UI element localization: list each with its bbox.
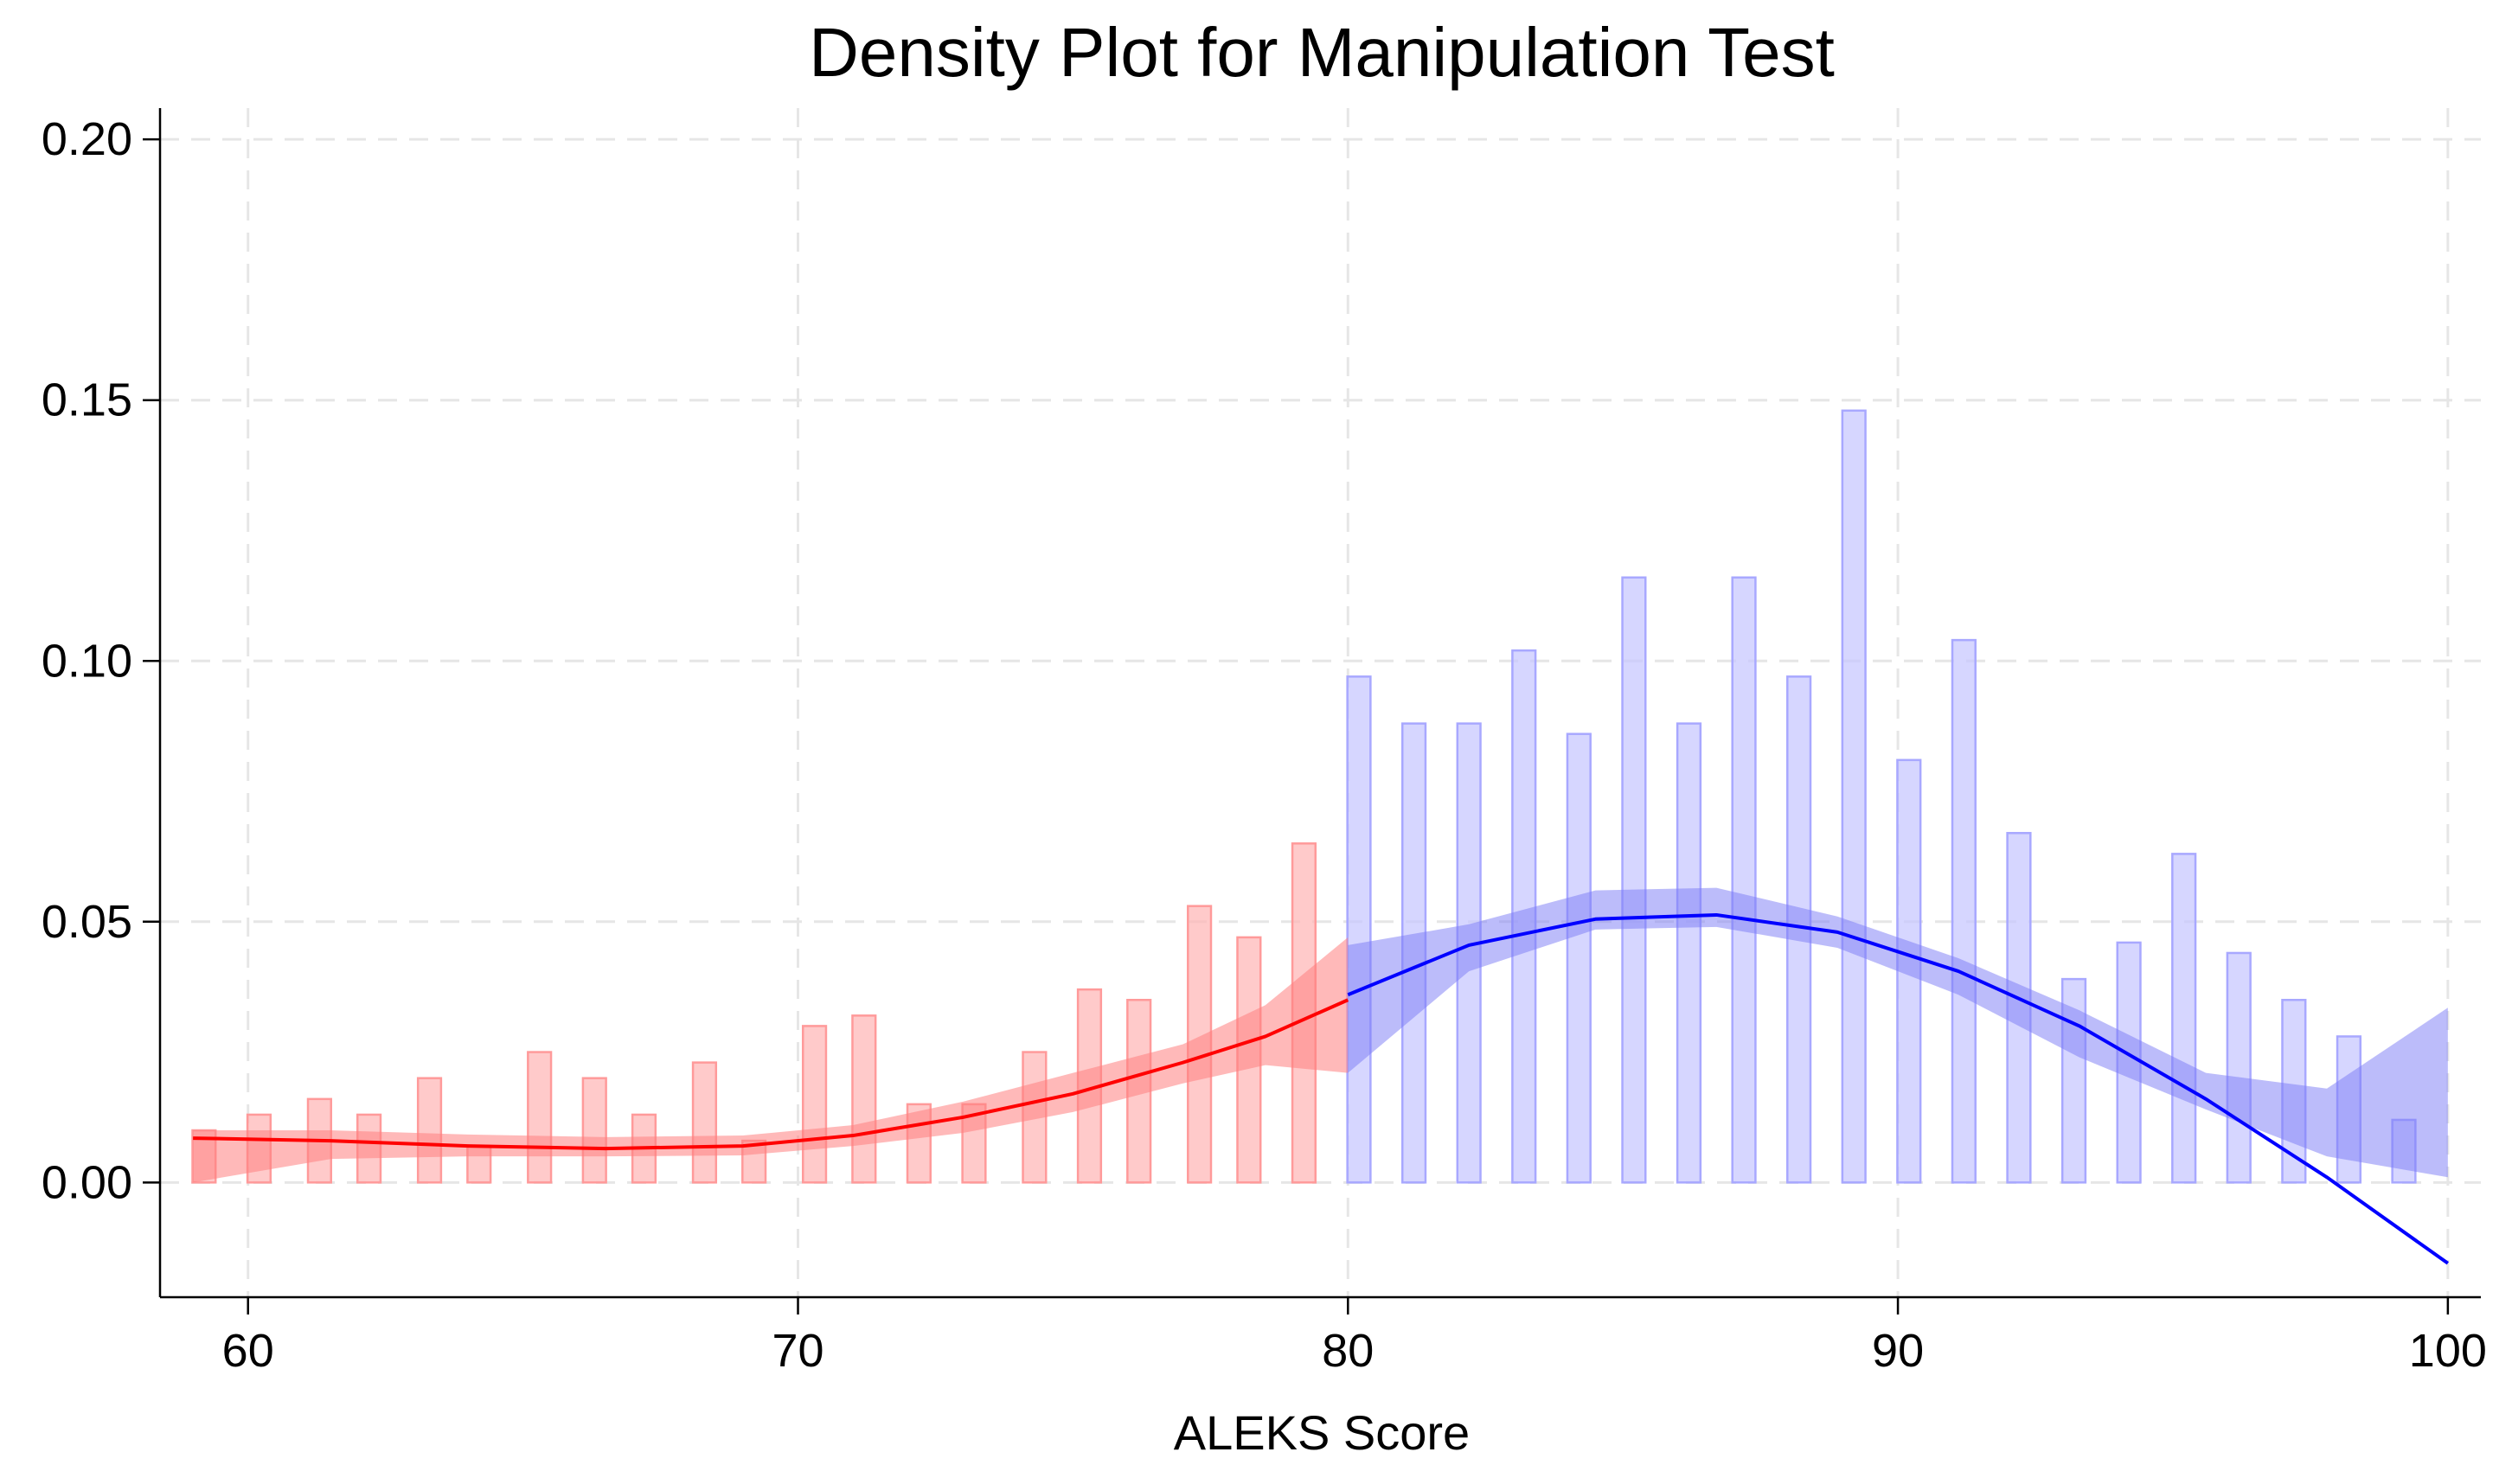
right-confidence-band [1348,887,2448,1178]
right-density-bar [2171,853,2197,1184]
axes [158,108,2481,1299]
confidence-bands [193,887,2448,1183]
right-fit-line [1347,912,2450,1265]
x-tick-label: 90 [1872,1325,1924,1377]
tick-layer: 0.00 0.05 0.10 0.15 0.20 60 70 80 90 100 [42,113,2487,1377]
x-axis-label: ALEKS Score [1174,1405,1470,1460]
left-confidence-band [193,937,1349,1183]
x-tick-label: 70 [772,1325,823,1377]
x-tick-label: 100 [2409,1325,2487,1377]
left-density-bar [581,1077,607,1184]
y-tick-label: 0.15 [42,374,132,426]
y-tick-label: 0.20 [42,113,132,165]
y-tick-label: 0.05 [42,896,132,948]
left-fit-line [193,998,1349,1151]
left-density-bar [691,1061,718,1184]
right-density-bar [2226,951,2252,1184]
right-density-bar [1731,576,1757,1184]
y-tick-label: 0.00 [42,1156,132,1208]
left-density-bar [801,1025,828,1184]
fit-lines [193,912,2450,1265]
right-density-bar [1676,722,1702,1184]
right-density-bar [1621,576,1647,1184]
right-density-bar [1566,732,1592,1184]
left-density-bar [851,1014,877,1184]
left-density-bar [416,1077,443,1184]
right-density-bar [1951,638,1977,1184]
y-tick-label: 0.10 [42,635,132,687]
chart-title: Density Plot for Manipulation Test [809,14,1835,91]
left-density-bar [527,1051,553,1184]
x-tick-label: 80 [1322,1325,1374,1377]
grid-layer [160,108,2481,1297]
x-tick-label: 60 [222,1325,274,1377]
right-density-bar [1841,409,1867,1184]
right-density-bar [1346,675,1372,1184]
